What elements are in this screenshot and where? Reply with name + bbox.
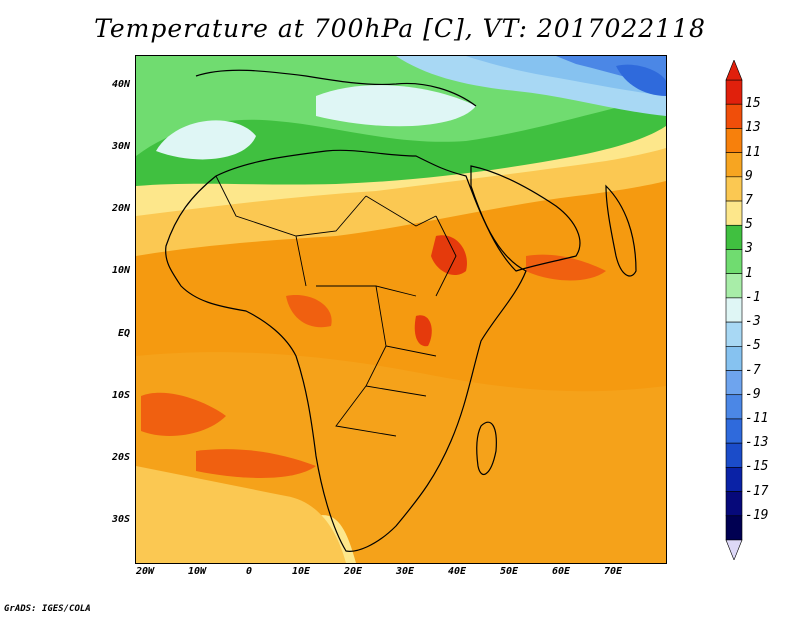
india-coastline bbox=[605, 184, 637, 277]
lon-label-10w: 10W bbox=[187, 566, 207, 577]
colorbar-swatch bbox=[725, 321, 743, 347]
colorbar-tick-label: 9 bbox=[745, 168, 753, 184]
grads-credit: GrADS: IGES/COLA bbox=[4, 604, 91, 614]
colorbar-tick-label: -13 bbox=[745, 435, 769, 451]
ethiopia-hot-spot bbox=[431, 235, 467, 276]
colorbar-tick-label: -3 bbox=[745, 314, 761, 330]
colorbar-swatch bbox=[725, 515, 743, 541]
lake-victoria-hot-spot bbox=[414, 315, 432, 347]
colorbar-tick-label: -5 bbox=[745, 338, 761, 354]
colorbar-swatch bbox=[725, 273, 743, 299]
colorbar-tick-label: -7 bbox=[745, 362, 761, 378]
colorbar-swatch bbox=[725, 467, 743, 492]
lat-label-eq: EQ bbox=[117, 328, 130, 339]
colorbar-swatch bbox=[725, 418, 743, 444]
colorbar-tick-label: -11 bbox=[745, 410, 769, 426]
africa-coastline bbox=[165, 149, 527, 552]
colorbar-tick-label: -15 bbox=[745, 459, 769, 475]
colorbar bbox=[725, 60, 743, 560]
atlantic-hot-spot-2 bbox=[196, 449, 316, 478]
chart-title: Temperature at 700hPa [C], VT: 201702211… bbox=[94, 14, 706, 43]
colorbar-tick-label: 13 bbox=[745, 120, 761, 136]
lon-label-40e: 40E bbox=[447, 566, 467, 577]
lat-label-20n: 20N bbox=[111, 203, 130, 214]
lat-label-20s: 20S bbox=[111, 452, 130, 463]
colorbar-swatch bbox=[725, 152, 743, 178]
lon-label-60e: 60E bbox=[551, 566, 571, 577]
colorbar-tick-label: -9 bbox=[745, 386, 761, 402]
colorbar-tick-label: 3 bbox=[745, 241, 753, 257]
colorbar-tick-label: -1 bbox=[745, 289, 761, 305]
lat-label-10n: 10N bbox=[111, 265, 130, 276]
lat-label-10s: 10S bbox=[111, 390, 130, 401]
colorbar-swatch bbox=[725, 442, 743, 468]
lon-label-20e: 20E bbox=[343, 566, 363, 577]
colorbar-swatch bbox=[725, 346, 743, 371]
colorbar-max-arrow bbox=[725, 60, 743, 81]
lon-label-20w: 20W bbox=[135, 566, 155, 577]
lon-label-30e: 30E bbox=[395, 566, 415, 577]
north-east-deep-cold-spot bbox=[616, 64, 666, 96]
arabia-coastline bbox=[470, 165, 581, 272]
colorbar-swatches bbox=[725, 60, 743, 560]
lon-label-0: 0 bbox=[245, 566, 253, 577]
colorbar-swatch bbox=[725, 491, 743, 517]
sw-light-orange-region bbox=[136, 466, 346, 563]
lat-label-30s: 30S bbox=[111, 514, 130, 525]
temperature-map bbox=[135, 55, 667, 564]
colorbar-tick-label: 7 bbox=[745, 193, 753, 209]
europe-coastline bbox=[195, 69, 477, 107]
colorbar-swatch bbox=[725, 128, 743, 153]
colorbar-swatch bbox=[725, 370, 743, 396]
colorbar-swatch bbox=[725, 297, 743, 323]
mediterranean-cold-patch bbox=[316, 85, 476, 127]
colorbar-swatch bbox=[725, 394, 743, 420]
lon-label-50e: 50E bbox=[499, 566, 519, 577]
country-borders bbox=[215, 175, 457, 437]
colorbar-tick-label: -19 bbox=[745, 507, 769, 523]
morocco-cold-patch bbox=[156, 120, 256, 160]
colorbar-swatch bbox=[725, 79, 743, 105]
colorbar-swatch bbox=[725, 224, 743, 250]
lat-label-40n: 40N bbox=[111, 79, 130, 90]
lon-label-70e: 70E bbox=[603, 566, 623, 577]
indian-ocean-hot-spot bbox=[526, 254, 606, 281]
colorbar-swatch bbox=[725, 200, 743, 226]
central-africa-hot-spot bbox=[286, 295, 332, 328]
colorbar-min-arrow bbox=[725, 539, 743, 560]
lat-label-30n: 30N bbox=[111, 141, 130, 152]
colorbar-swatch bbox=[725, 249, 743, 274]
colorbar-tick-label: 15 bbox=[745, 96, 761, 112]
colorbar-tick-label: -17 bbox=[745, 483, 769, 499]
madagascar-coastline bbox=[476, 421, 497, 476]
lon-label-10e: 10E bbox=[291, 566, 311, 577]
atlantic-hot-spot-1 bbox=[141, 392, 226, 436]
temperature-field-svg bbox=[136, 56, 666, 563]
colorbar-tick-label: 1 bbox=[745, 265, 753, 281]
colorbar-swatch bbox=[725, 176, 743, 202]
colorbar-tick-label: 11 bbox=[745, 144, 761, 160]
colorbar-swatch bbox=[725, 103, 743, 129]
colorbar-tick-label: 5 bbox=[745, 217, 753, 233]
